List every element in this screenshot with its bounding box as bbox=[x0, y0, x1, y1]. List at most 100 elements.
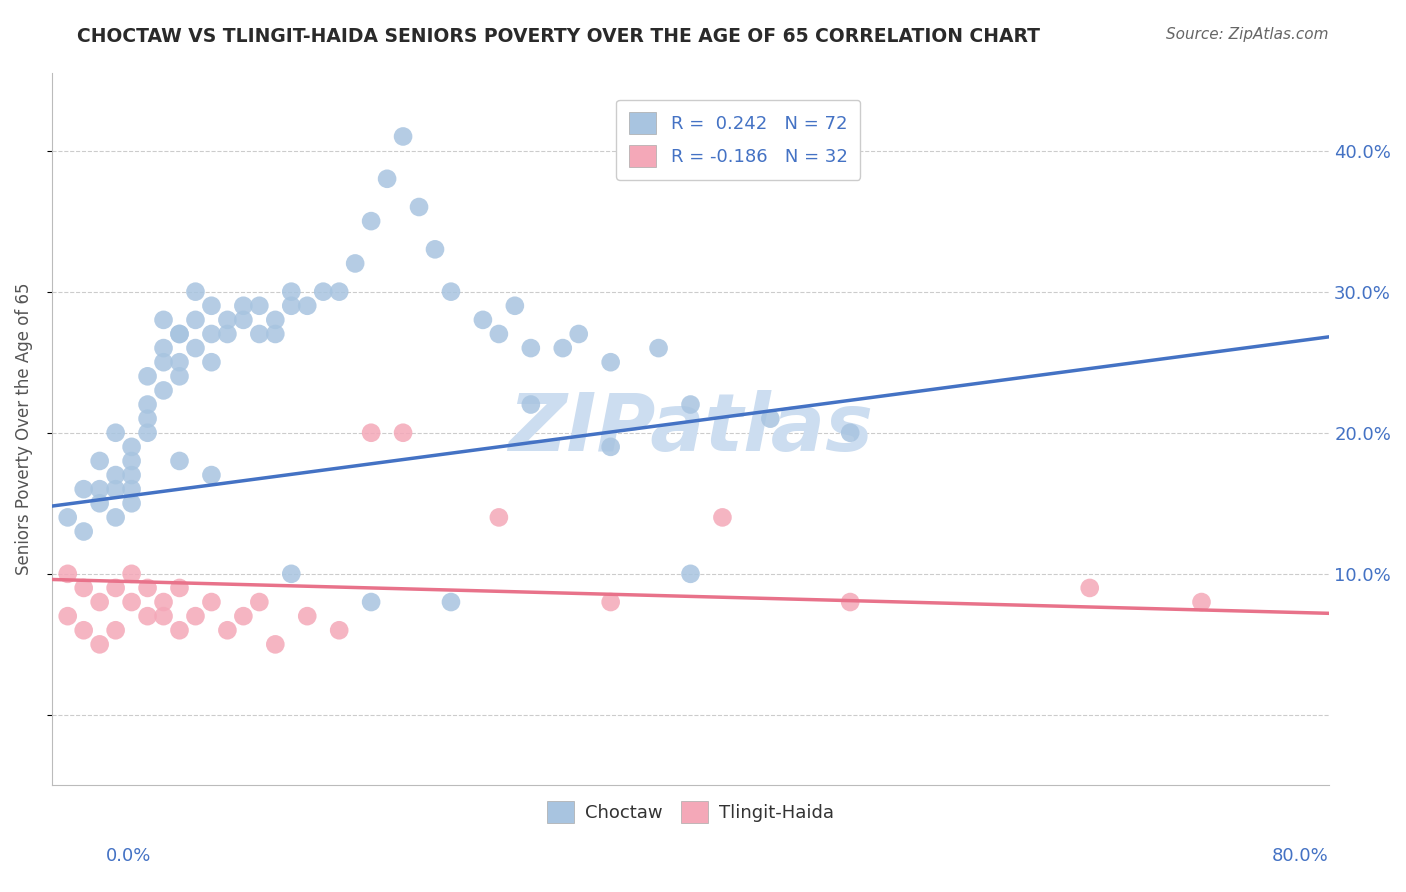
Point bbox=[839, 425, 862, 440]
Text: CHOCTAW VS TLINGIT-HAIDA SENIORS POVERTY OVER THE AGE OF 65 CORRELATION CHART: CHOCTAW VS TLINGIT-HAIDA SENIORS POVERTY… bbox=[77, 27, 1040, 45]
Point bbox=[217, 313, 239, 327]
Point bbox=[200, 355, 222, 369]
Point bbox=[56, 609, 79, 624]
Point bbox=[232, 313, 254, 327]
Point bbox=[408, 200, 430, 214]
Point bbox=[136, 411, 159, 425]
Point bbox=[392, 425, 415, 440]
Point bbox=[312, 285, 335, 299]
Point bbox=[217, 326, 239, 341]
Point bbox=[184, 285, 207, 299]
Point bbox=[89, 637, 111, 651]
Point bbox=[247, 595, 270, 609]
Point bbox=[169, 326, 191, 341]
Point bbox=[599, 595, 621, 609]
Point bbox=[200, 468, 222, 483]
Point bbox=[711, 510, 734, 524]
Point bbox=[280, 566, 302, 581]
Point bbox=[297, 299, 319, 313]
Point bbox=[104, 425, 127, 440]
Point bbox=[440, 285, 463, 299]
Legend: Choctaw, Tlingit-Haida: Choctaw, Tlingit-Haida bbox=[540, 793, 841, 830]
Point bbox=[169, 355, 191, 369]
Point bbox=[471, 313, 494, 327]
Point bbox=[104, 624, 127, 638]
Point bbox=[520, 341, 543, 355]
Point bbox=[759, 411, 782, 425]
Point bbox=[647, 341, 669, 355]
Point bbox=[169, 369, 191, 384]
Point bbox=[200, 326, 222, 341]
Point bbox=[200, 595, 222, 609]
Point bbox=[488, 510, 510, 524]
Point bbox=[568, 326, 591, 341]
Point bbox=[73, 482, 96, 496]
Point bbox=[136, 581, 159, 595]
Text: ZIPatlas: ZIPatlas bbox=[508, 390, 873, 468]
Point bbox=[152, 355, 174, 369]
Point bbox=[89, 595, 111, 609]
Point bbox=[1191, 595, 1213, 609]
Point bbox=[217, 624, 239, 638]
Point bbox=[73, 581, 96, 595]
Point bbox=[184, 341, 207, 355]
Point bbox=[375, 171, 398, 186]
Point bbox=[121, 566, 143, 581]
Point bbox=[344, 256, 367, 270]
Point bbox=[360, 595, 382, 609]
Point bbox=[200, 299, 222, 313]
Point bbox=[89, 482, 111, 496]
Point bbox=[264, 326, 287, 341]
Point bbox=[104, 482, 127, 496]
Point bbox=[169, 454, 191, 468]
Point bbox=[136, 398, 159, 412]
Point bbox=[599, 440, 621, 454]
Point bbox=[328, 285, 350, 299]
Point bbox=[121, 496, 143, 510]
Point bbox=[121, 482, 143, 496]
Point bbox=[264, 637, 287, 651]
Point bbox=[152, 341, 174, 355]
Point bbox=[247, 326, 270, 341]
Y-axis label: Seniors Poverty Over the Age of 65: Seniors Poverty Over the Age of 65 bbox=[15, 283, 32, 575]
Point bbox=[73, 524, 96, 539]
Point bbox=[184, 609, 207, 624]
Point bbox=[104, 581, 127, 595]
Point bbox=[440, 595, 463, 609]
Point bbox=[152, 384, 174, 398]
Point bbox=[152, 313, 174, 327]
Point bbox=[56, 566, 79, 581]
Point bbox=[679, 398, 702, 412]
Point bbox=[551, 341, 574, 355]
Point bbox=[169, 581, 191, 595]
Point bbox=[121, 468, 143, 483]
Point bbox=[232, 609, 254, 624]
Point bbox=[136, 369, 159, 384]
Point bbox=[488, 326, 510, 341]
Point bbox=[152, 609, 174, 624]
Point bbox=[247, 299, 270, 313]
Point bbox=[121, 454, 143, 468]
Point bbox=[360, 214, 382, 228]
Point bbox=[679, 566, 702, 581]
Point bbox=[56, 510, 79, 524]
Point bbox=[121, 440, 143, 454]
Point bbox=[1078, 581, 1101, 595]
Point bbox=[599, 355, 621, 369]
Point bbox=[503, 299, 526, 313]
Point bbox=[89, 454, 111, 468]
Text: Source: ZipAtlas.com: Source: ZipAtlas.com bbox=[1166, 27, 1329, 42]
Point bbox=[89, 496, 111, 510]
Point bbox=[136, 425, 159, 440]
Point bbox=[392, 129, 415, 144]
Point bbox=[423, 243, 446, 257]
Point bbox=[121, 595, 143, 609]
Point bbox=[280, 299, 302, 313]
Point bbox=[839, 595, 862, 609]
Point bbox=[73, 624, 96, 638]
Point bbox=[104, 468, 127, 483]
Text: 80.0%: 80.0% bbox=[1272, 847, 1329, 864]
Point bbox=[232, 299, 254, 313]
Point bbox=[104, 510, 127, 524]
Point bbox=[264, 313, 287, 327]
